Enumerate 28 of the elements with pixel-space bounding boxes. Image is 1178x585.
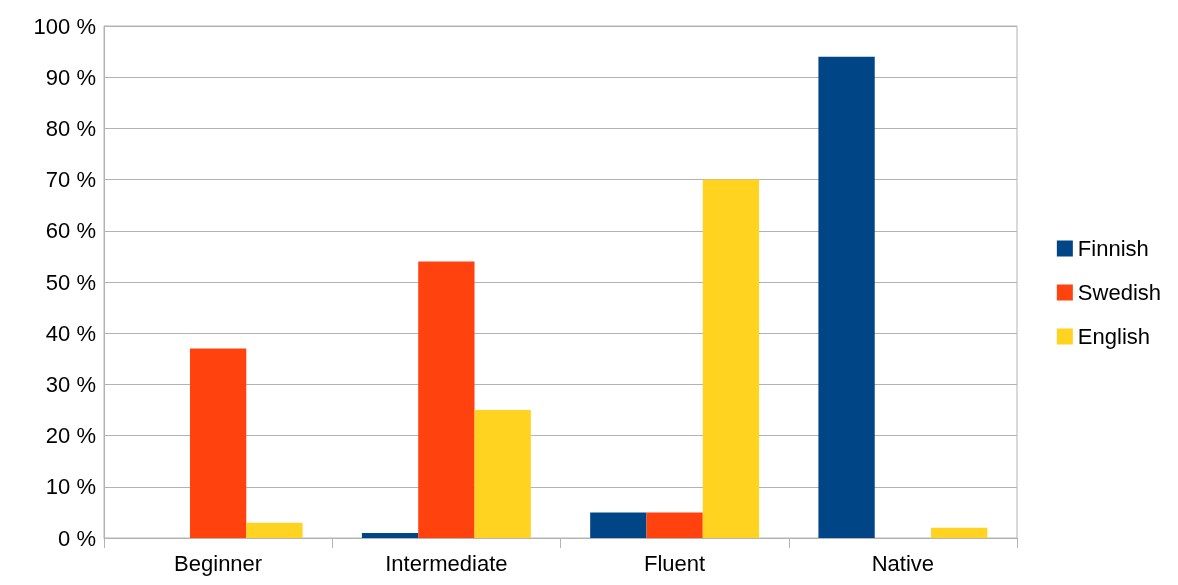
bar: [246, 522, 303, 538]
bar: [361, 532, 419, 538]
bar: [931, 527, 988, 538]
y-tick-label: 100 %: [33, 13, 96, 39]
x-tick-label: Native: [871, 550, 935, 576]
bar: [418, 261, 475, 538]
y-tick-label: 20 %: [45, 423, 96, 449]
y-tick-label: 90 %: [45, 64, 96, 90]
y-tick-label: 70 %: [45, 167, 96, 193]
y-tick-label: 10 %: [45, 474, 96, 500]
bar: [646, 512, 703, 538]
x-tick-label: Beginner: [174, 550, 263, 576]
bar: [474, 410, 531, 538]
y-tick-label: 30 %: [45, 371, 96, 397]
legend-label: Finnish: [1077, 236, 1149, 261]
x-tick-label: Fluent: [644, 550, 706, 576]
y-tick-label: 60 %: [45, 218, 96, 244]
legend-label: Swedish: [1077, 280, 1161, 305]
x-tick-label: Intermediate: [385, 550, 508, 576]
bar: [590, 512, 647, 538]
bar: [818, 56, 875, 538]
y-tick-label: 50 %: [45, 269, 96, 295]
bar: [702, 179, 760, 538]
y-tick-label: 0 %: [58, 525, 96, 551]
y-tick-label: 40 %: [45, 320, 96, 346]
legend-label: English: [1077, 324, 1150, 349]
y-tick-label: 80 %: [45, 115, 96, 141]
bar: [189, 348, 247, 538]
